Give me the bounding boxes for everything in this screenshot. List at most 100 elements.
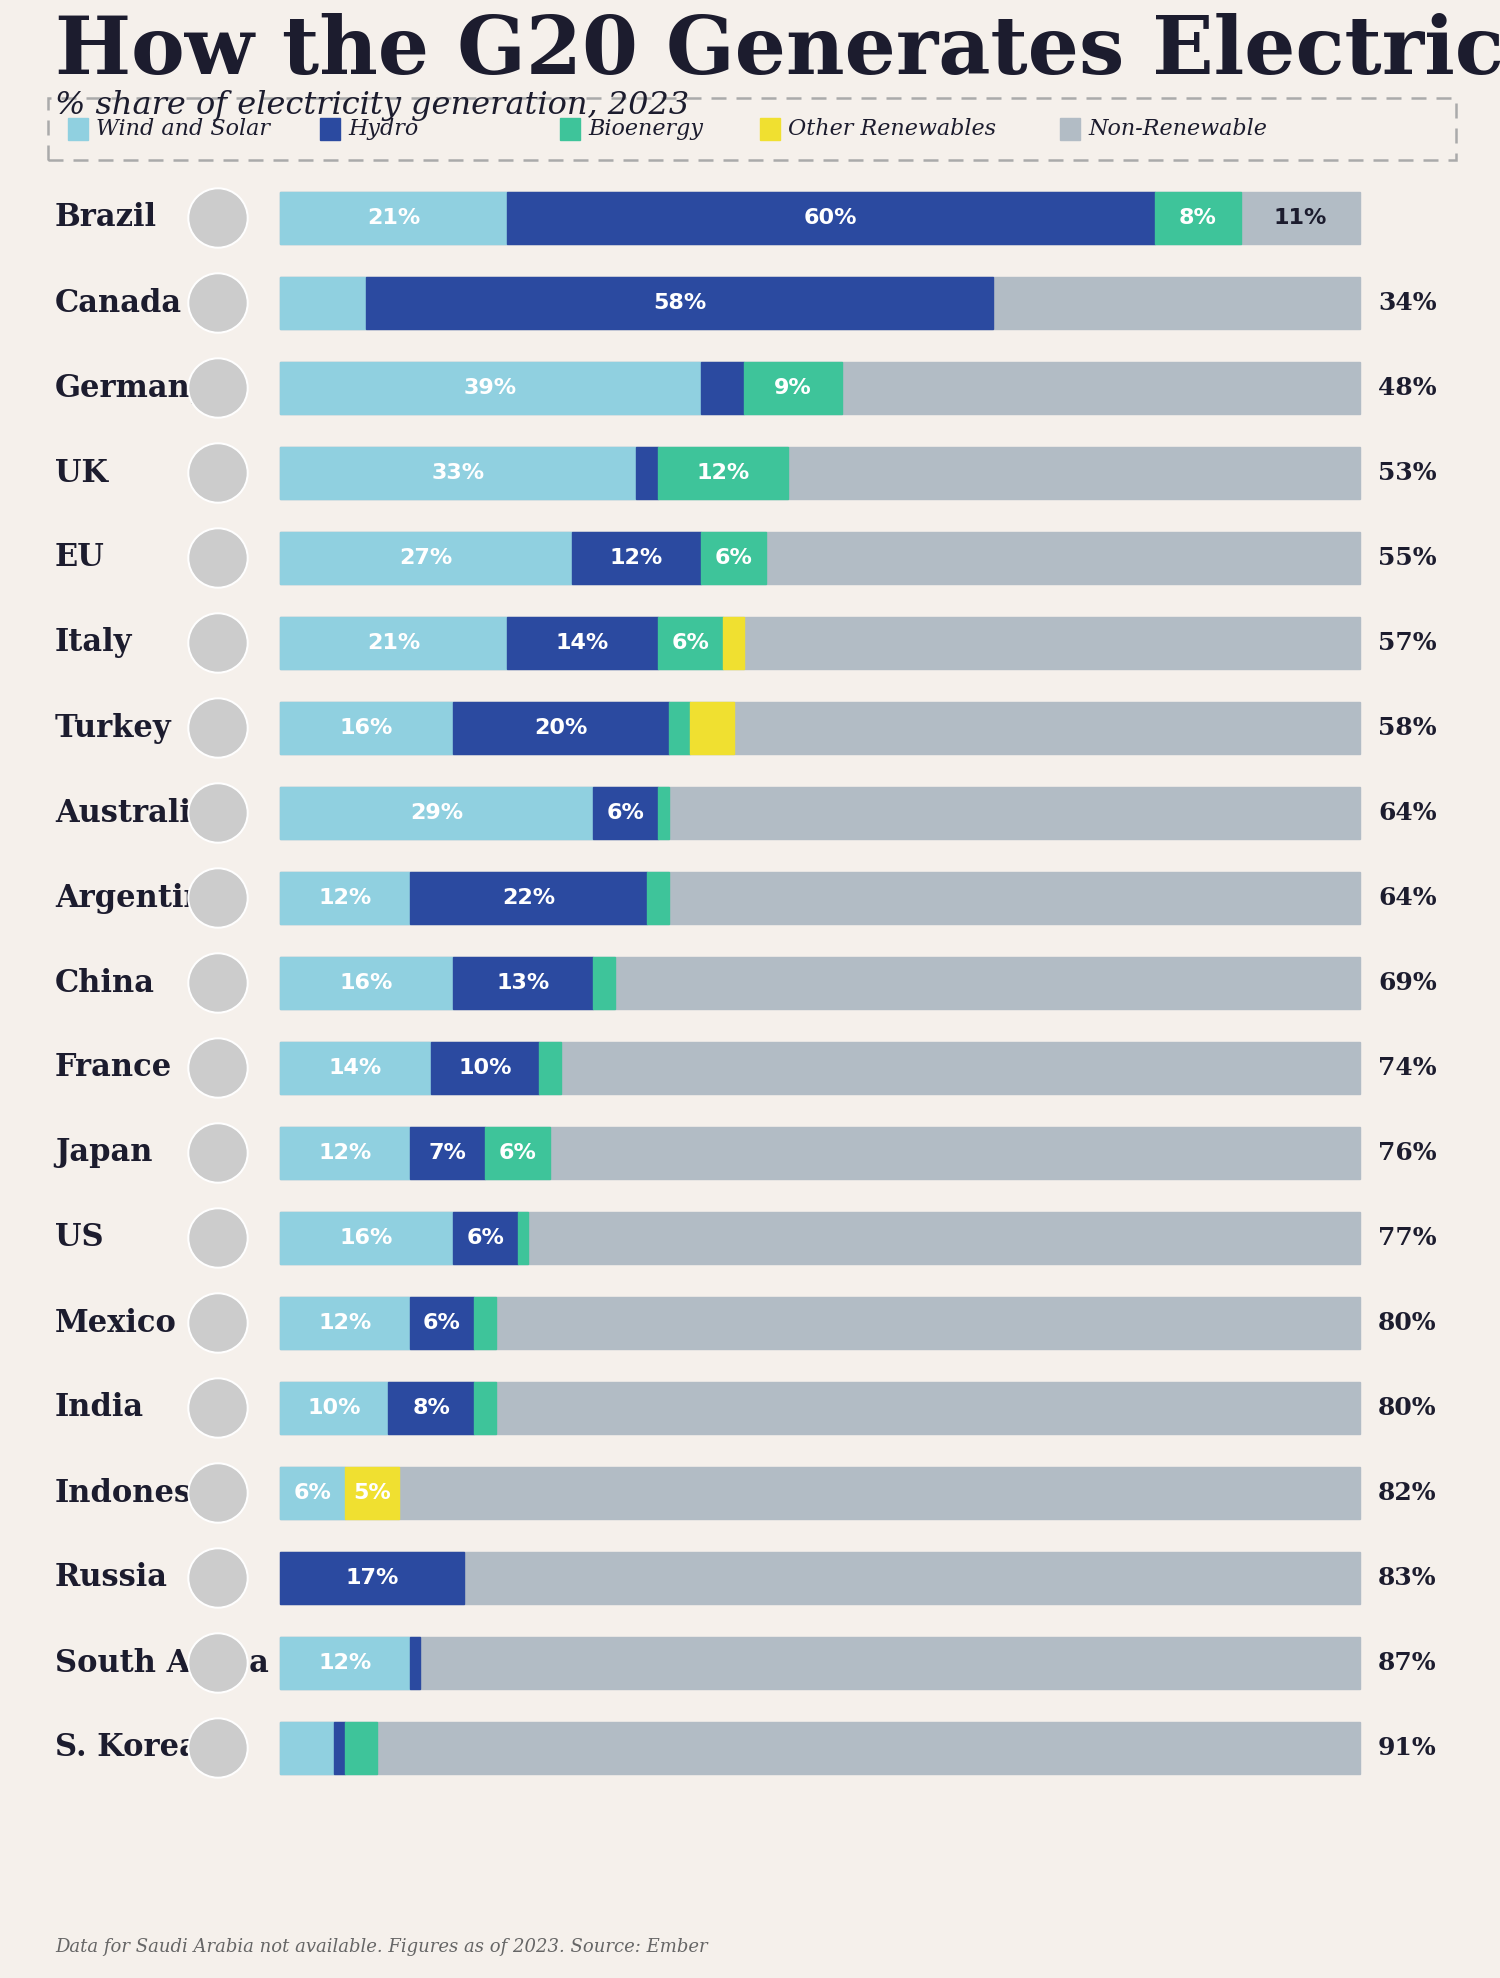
Bar: [280, 1638, 410, 1689]
Bar: [280, 1468, 345, 1519]
Text: How the G20 Generates Electricity: How the G20 Generates Electricity: [56, 14, 1500, 93]
Text: 11%: 11%: [1274, 208, 1328, 227]
Text: 9%: 9%: [774, 378, 812, 398]
Text: Wind and Solar: Wind and Solar: [96, 119, 270, 140]
Bar: [280, 702, 453, 754]
Bar: [744, 362, 842, 413]
Circle shape: [188, 273, 248, 332]
Text: 8%: 8%: [413, 1398, 450, 1418]
Text: 87%: 87%: [1378, 1652, 1437, 1675]
Text: 10%: 10%: [308, 1398, 360, 1418]
Circle shape: [188, 1464, 248, 1523]
Text: 21%: 21%: [368, 633, 420, 653]
Text: Indonesia: Indonesia: [56, 1478, 223, 1509]
Text: 48%: 48%: [1378, 376, 1437, 400]
Bar: [280, 1383, 1360, 1434]
Text: Russia: Russia: [56, 1563, 168, 1594]
Bar: [592, 957, 615, 1009]
Circle shape: [188, 953, 248, 1013]
Text: 64%: 64%: [1378, 801, 1437, 825]
Text: Data for Saudi Arabia not available. Figures as of 2023. Source: Ember: Data for Saudi Arabia not available. Fig…: [56, 1938, 708, 1956]
Bar: [646, 872, 669, 924]
Text: India: India: [56, 1393, 144, 1424]
Text: Bioenergy: Bioenergy: [588, 119, 704, 140]
Text: Germany: Germany: [56, 372, 208, 404]
Bar: [507, 617, 658, 669]
Text: 12%: 12%: [610, 548, 663, 568]
Text: Italy: Italy: [56, 627, 132, 659]
Text: Australia: Australia: [56, 797, 210, 829]
Text: 64%: 64%: [1378, 886, 1437, 910]
Bar: [658, 617, 723, 669]
Bar: [280, 1723, 1360, 1774]
Circle shape: [190, 1466, 246, 1521]
Text: Japan: Japan: [56, 1137, 153, 1169]
Bar: [280, 277, 1360, 328]
Bar: [592, 787, 658, 839]
Text: 7%: 7%: [429, 1143, 466, 1163]
Bar: [700, 532, 766, 584]
Text: S. Korea: S. Korea: [56, 1733, 200, 1764]
Text: Hydro: Hydro: [348, 119, 418, 140]
Bar: [280, 1127, 1360, 1179]
Text: Non-Renewable: Non-Renewable: [1088, 119, 1268, 140]
Text: 6%: 6%: [498, 1143, 537, 1163]
Bar: [410, 1127, 485, 1179]
Text: 57%: 57%: [1378, 631, 1437, 655]
Bar: [280, 532, 1360, 584]
Text: US: US: [56, 1222, 104, 1254]
Text: 53%: 53%: [1378, 461, 1437, 485]
Text: Canada: Canada: [56, 287, 182, 318]
Circle shape: [188, 1294, 248, 1353]
Bar: [334, 1723, 345, 1774]
Circle shape: [188, 528, 248, 587]
Bar: [280, 617, 507, 669]
Bar: [280, 957, 1360, 1009]
Text: 80%: 80%: [1378, 1396, 1437, 1420]
Circle shape: [188, 783, 248, 843]
Bar: [280, 1383, 388, 1434]
Circle shape: [190, 275, 246, 330]
Text: 22%: 22%: [503, 888, 555, 908]
Text: 12%: 12%: [318, 1313, 372, 1333]
Circle shape: [190, 190, 246, 245]
Circle shape: [190, 700, 246, 756]
Text: 13%: 13%: [496, 973, 549, 993]
Text: EU: EU: [56, 542, 105, 574]
Text: 74%: 74%: [1378, 1056, 1437, 1080]
Bar: [345, 1468, 399, 1519]
Bar: [366, 277, 993, 328]
Bar: [690, 702, 734, 754]
Bar: [280, 192, 1360, 243]
Circle shape: [190, 870, 246, 926]
Circle shape: [190, 1721, 246, 1776]
Bar: [484, 1127, 550, 1179]
Text: 6%: 6%: [423, 1313, 460, 1333]
Bar: [68, 119, 88, 140]
Text: Mexico: Mexico: [56, 1307, 177, 1339]
Circle shape: [190, 530, 246, 585]
Bar: [453, 702, 669, 754]
Text: 21%: 21%: [368, 208, 420, 227]
Text: 69%: 69%: [1378, 971, 1437, 995]
Circle shape: [190, 445, 246, 500]
Circle shape: [190, 1211, 246, 1266]
Text: 17%: 17%: [345, 1569, 399, 1588]
Circle shape: [188, 1549, 248, 1608]
Text: 16%: 16%: [339, 1228, 393, 1248]
Bar: [453, 1213, 518, 1264]
Text: 16%: 16%: [339, 718, 393, 738]
Circle shape: [190, 615, 246, 671]
Circle shape: [190, 1125, 246, 1181]
Bar: [560, 119, 580, 140]
Text: 12%: 12%: [318, 1654, 372, 1673]
Bar: [280, 872, 1360, 924]
Text: 76%: 76%: [1378, 1141, 1437, 1165]
Circle shape: [190, 1381, 246, 1436]
Text: 16%: 16%: [339, 973, 393, 993]
Text: 6%: 6%: [294, 1484, 332, 1503]
Bar: [280, 277, 366, 328]
Bar: [280, 1553, 464, 1604]
Text: 10%: 10%: [459, 1058, 512, 1078]
Bar: [518, 1213, 528, 1264]
